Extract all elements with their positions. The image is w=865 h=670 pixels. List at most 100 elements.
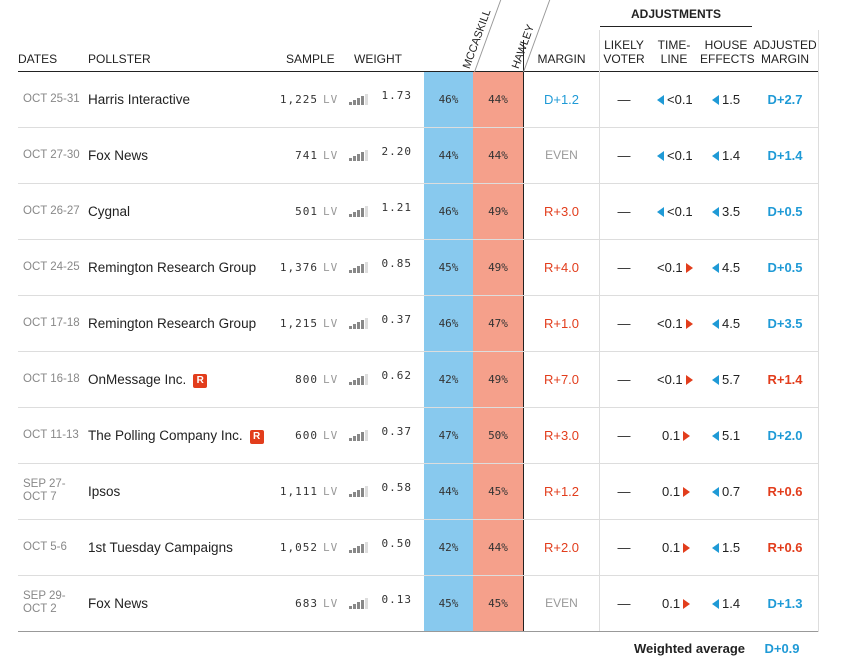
dates: SEP 29- xyxy=(23,590,66,602)
dates: OCT 27-30 xyxy=(23,149,80,161)
column-divider xyxy=(523,40,524,632)
house-effects: 0.7 xyxy=(722,484,741,499)
dates: OCT 26-27 xyxy=(23,205,80,217)
arrow-right xyxy=(686,375,693,385)
arrow-left xyxy=(712,599,719,609)
arrow-right xyxy=(683,487,690,497)
adjusted-margin: D+0.5 xyxy=(767,260,803,275)
likely-voter: — xyxy=(617,428,631,443)
weight: 0.85 xyxy=(381,257,412,270)
weight-icon-bar xyxy=(349,606,352,609)
hawley: 49% xyxy=(488,373,508,386)
mccaskill: 45% xyxy=(438,261,459,274)
pollster: The Polling Company Inc. R xyxy=(88,428,264,444)
weight-icon-bar xyxy=(365,542,368,553)
arrow-left xyxy=(712,207,719,217)
house-effects: 4.5 xyxy=(722,316,741,331)
sample-type: LV xyxy=(323,597,339,610)
weighted-average-label: Weighted average xyxy=(633,641,745,656)
house-effects: 1.5 xyxy=(722,540,741,555)
pollster: Fox News xyxy=(88,148,149,163)
margin: R+2.0 xyxy=(543,540,580,555)
weight-icon-bar xyxy=(353,436,356,441)
sample: 800 xyxy=(295,373,318,386)
adjusted-margin: D+2.0 xyxy=(767,428,803,443)
sample-type: LV xyxy=(323,317,339,330)
sample-type: LV xyxy=(323,541,339,554)
house-effects: 5.7 xyxy=(722,372,741,387)
adjusted-margin: D+2.7 xyxy=(767,92,803,107)
sample: 1,052 xyxy=(279,541,318,554)
arrow-left xyxy=(657,151,664,161)
timeline: 0.1 xyxy=(662,428,681,443)
sample: 1,376 xyxy=(279,261,318,274)
sample: 501 xyxy=(295,205,318,218)
dates: OCT 5-6 xyxy=(23,541,67,553)
adjustments-rule xyxy=(600,26,752,27)
row-rule xyxy=(18,519,818,520)
weight-icon-bar xyxy=(365,94,368,105)
mccaskill: 44% xyxy=(438,149,459,162)
timeline: <0.1 xyxy=(667,92,693,107)
likely-voter: — xyxy=(617,372,631,387)
margin: D+1.2 xyxy=(543,92,580,107)
weight-icon-bar xyxy=(357,490,360,497)
likely-voter: — xyxy=(617,204,631,219)
pollster: Ipsos xyxy=(88,484,121,499)
weight-icon-bar xyxy=(353,380,356,385)
weight-icon-bar xyxy=(357,154,360,161)
weight-icon-bar xyxy=(357,210,360,217)
header-rule xyxy=(18,71,818,72)
hawley: 50% xyxy=(488,429,508,442)
mccaskill: 46% xyxy=(438,317,459,330)
weight-icon-bar xyxy=(365,374,368,385)
hawley: 44% xyxy=(488,541,508,554)
weight: 2.20 xyxy=(381,145,412,158)
sample-type: LV xyxy=(323,429,339,442)
arrow-left xyxy=(712,487,719,497)
column-divider xyxy=(818,30,819,632)
pollster: OnMessage Inc. R xyxy=(88,372,208,388)
mccaskill-column xyxy=(424,72,473,632)
dates: OCT 2 xyxy=(23,603,57,615)
margin: R+1.2 xyxy=(543,484,580,499)
arrow-left xyxy=(712,263,719,273)
arrow-left xyxy=(657,207,664,217)
house-effects: 3.5 xyxy=(722,204,741,219)
hawley-column xyxy=(473,72,523,632)
weight: 1.73 xyxy=(381,89,412,102)
pollster: Remington Research Group xyxy=(88,260,257,275)
margin: R+3.0 xyxy=(543,204,580,219)
weight-icon-bar xyxy=(353,604,356,609)
header-dates: DATES xyxy=(18,52,58,66)
weight-icon-bar xyxy=(353,100,356,105)
likely-voter: — xyxy=(617,92,631,107)
row-rule xyxy=(18,351,818,352)
row-rule xyxy=(18,575,818,576)
dates: OCT 16-18 xyxy=(23,373,80,385)
sample: 683 xyxy=(295,597,318,610)
adjustments-header: ADJUSTMENTS xyxy=(630,7,721,21)
sample: 1,215 xyxy=(279,317,318,330)
weight-icon-bar xyxy=(361,544,364,553)
pollster: Remington Research Group xyxy=(88,316,257,331)
mccaskill: 42% xyxy=(438,541,459,554)
weight-icon-bar xyxy=(361,432,364,441)
column-divider xyxy=(599,30,600,632)
house-effects: 1.4 xyxy=(722,148,741,163)
row-rule xyxy=(18,239,818,240)
arrow-right xyxy=(686,263,693,273)
mccaskill: 47% xyxy=(438,429,459,442)
dates: OCT 17-18 xyxy=(23,317,80,329)
hawley: 44% xyxy=(488,149,508,162)
weight-icon-bar xyxy=(349,270,352,273)
weight-icon-bar xyxy=(365,206,368,217)
sample-type: LV xyxy=(323,149,339,162)
weighted-average-value: D+0.9 xyxy=(764,641,800,656)
weight-icon-bar xyxy=(357,546,360,553)
weight-icon-bar xyxy=(361,264,364,273)
weight-icon-bar xyxy=(349,158,352,161)
header-likely-voter: VOTER xyxy=(603,52,645,66)
weight-icon-bar xyxy=(349,494,352,497)
weight-icon-bar xyxy=(361,208,364,217)
